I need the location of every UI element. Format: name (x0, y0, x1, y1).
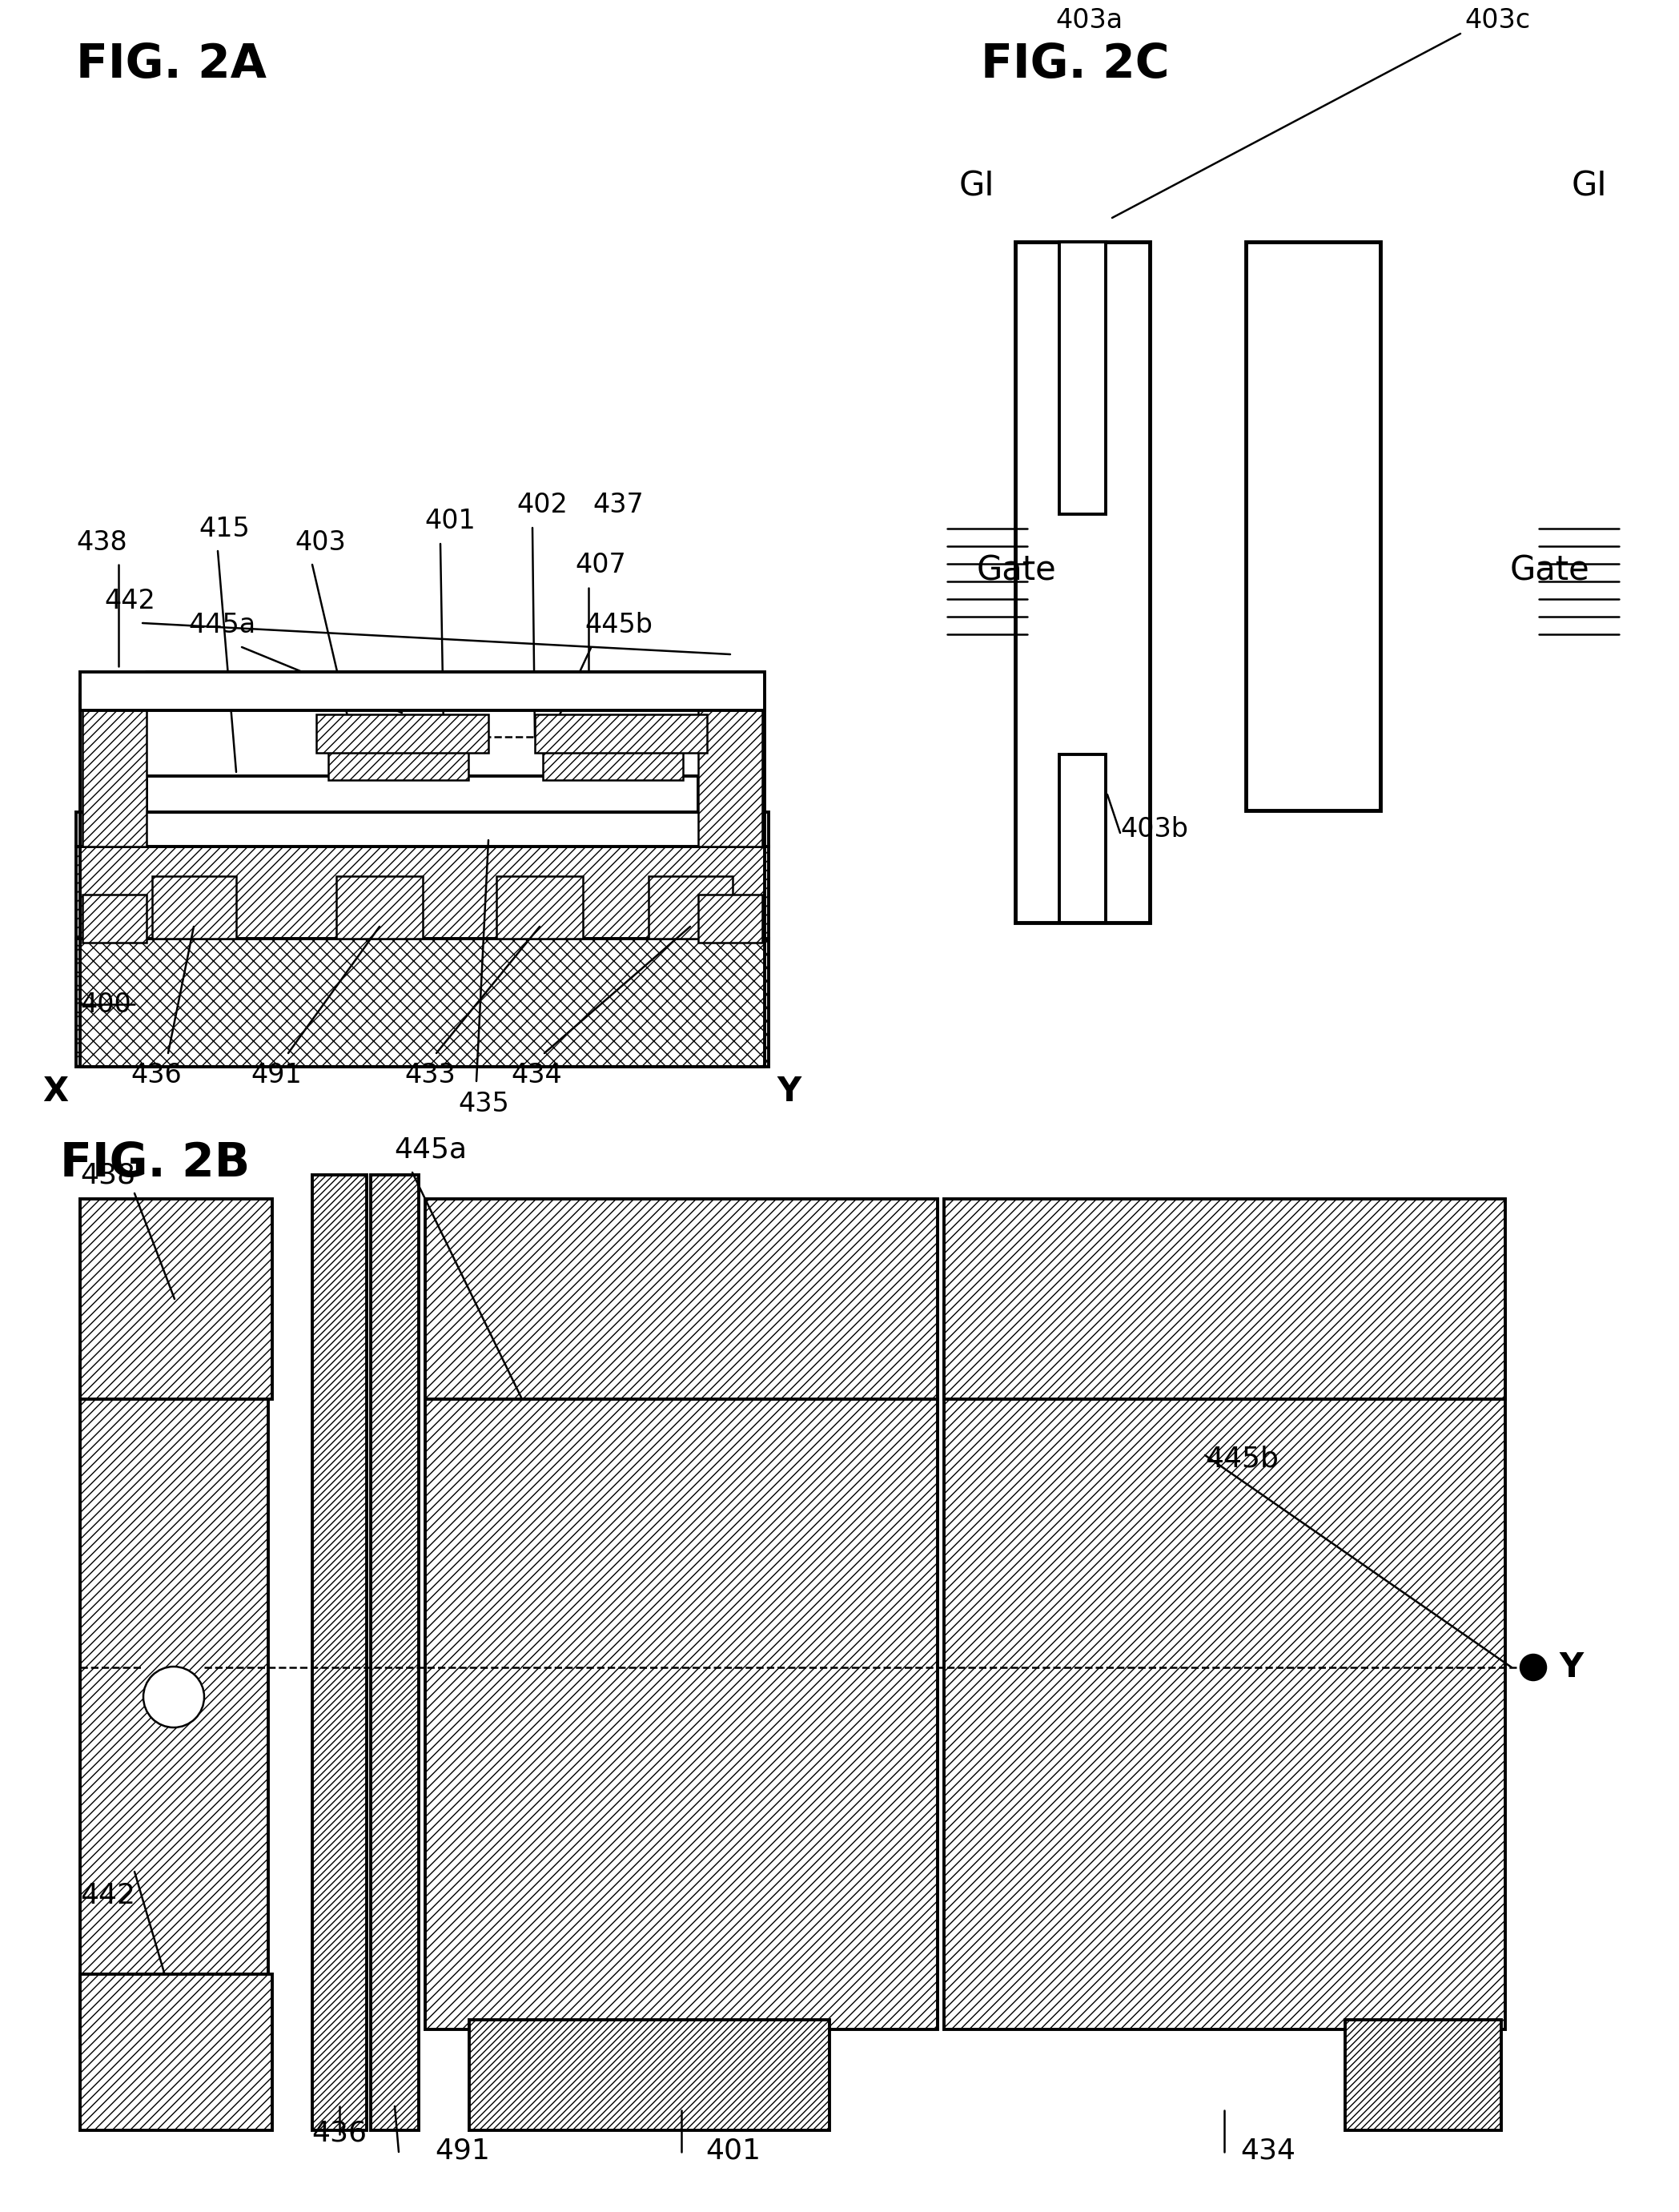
Bar (153, 876, 237, 938)
Bar (146, 776, 698, 812)
Text: Gate: Gate (1509, 553, 1590, 586)
Text: 438: 438 (81, 1161, 136, 1188)
Bar (316, 714, 489, 752)
Text: 402: 402 (517, 491, 568, 518)
Bar (1246, 241, 1380, 810)
Text: 442: 442 (104, 588, 154, 615)
Circle shape (1521, 1655, 1546, 1681)
Text: 403a: 403a (1056, 7, 1123, 33)
Text: 445a: 445a (188, 613, 255, 639)
Bar (1345, 2020, 1501, 2130)
Bar (81, 1199, 272, 1400)
Text: GI: GI (1572, 168, 1607, 204)
Bar (648, 876, 732, 938)
Text: 433: 433 (405, 1062, 455, 1088)
Text: X: X (42, 1075, 69, 1108)
Text: FIG. 2B: FIG. 2B (60, 1141, 250, 1186)
Bar (82, 679, 146, 847)
Text: 434: 434 (1241, 2137, 1296, 2163)
Text: 401: 401 (705, 2137, 761, 2163)
Bar (698, 894, 762, 942)
Bar (81, 672, 764, 710)
Text: FIG. 2A: FIG. 2A (76, 42, 267, 86)
Bar (536, 714, 707, 752)
Text: Y: Y (1558, 1650, 1583, 1683)
Bar (371, 1175, 418, 2130)
Text: 491: 491 (250, 1062, 302, 1088)
Text: 445b: 445b (1206, 1447, 1279, 1473)
Bar (944, 1305, 1506, 2028)
Circle shape (143, 1666, 205, 1728)
Text: 436: 436 (131, 1062, 181, 1088)
Text: 403b: 403b (1120, 816, 1189, 843)
Bar (1059, 241, 1106, 513)
Bar (76, 847, 769, 938)
Text: 401: 401 (425, 509, 475, 533)
Bar (944, 1199, 1506, 1400)
Bar (425, 1305, 937, 2028)
Bar (76, 812, 769, 847)
Bar (82, 894, 146, 942)
Bar (497, 876, 583, 938)
Text: Gate: Gate (977, 553, 1056, 586)
Text: 415: 415 (198, 515, 250, 542)
Bar (329, 739, 468, 781)
Bar (81, 1356, 269, 2037)
Text: 445a: 445a (395, 1135, 467, 1164)
Bar (312, 1175, 366, 2130)
Text: 436: 436 (312, 2119, 368, 2146)
Text: 434: 434 (510, 1062, 562, 1088)
Text: 437: 437 (593, 491, 643, 518)
Bar (81, 1973, 272, 2130)
Text: FIG. 2C: FIG. 2C (981, 42, 1169, 86)
Text: 491: 491 (435, 2137, 490, 2163)
Text: GI: GI (959, 168, 994, 204)
Bar (336, 876, 423, 938)
Text: 400: 400 (81, 991, 131, 1018)
Bar (1016, 241, 1150, 922)
Bar (1059, 754, 1106, 922)
Bar (698, 679, 762, 847)
Text: Y: Y (777, 1075, 801, 1108)
Bar (468, 2020, 829, 2130)
Bar (76, 938, 769, 1066)
Text: 445b: 445b (584, 613, 653, 639)
Bar (542, 739, 683, 781)
Text: 435: 435 (458, 1091, 509, 1117)
Text: 438: 438 (76, 529, 128, 555)
Text: 407: 407 (574, 551, 626, 577)
Text: 442: 442 (81, 1882, 136, 1909)
Bar (425, 1199, 937, 1400)
Text: 403: 403 (294, 529, 346, 555)
Text: 403c: 403c (1464, 7, 1530, 33)
